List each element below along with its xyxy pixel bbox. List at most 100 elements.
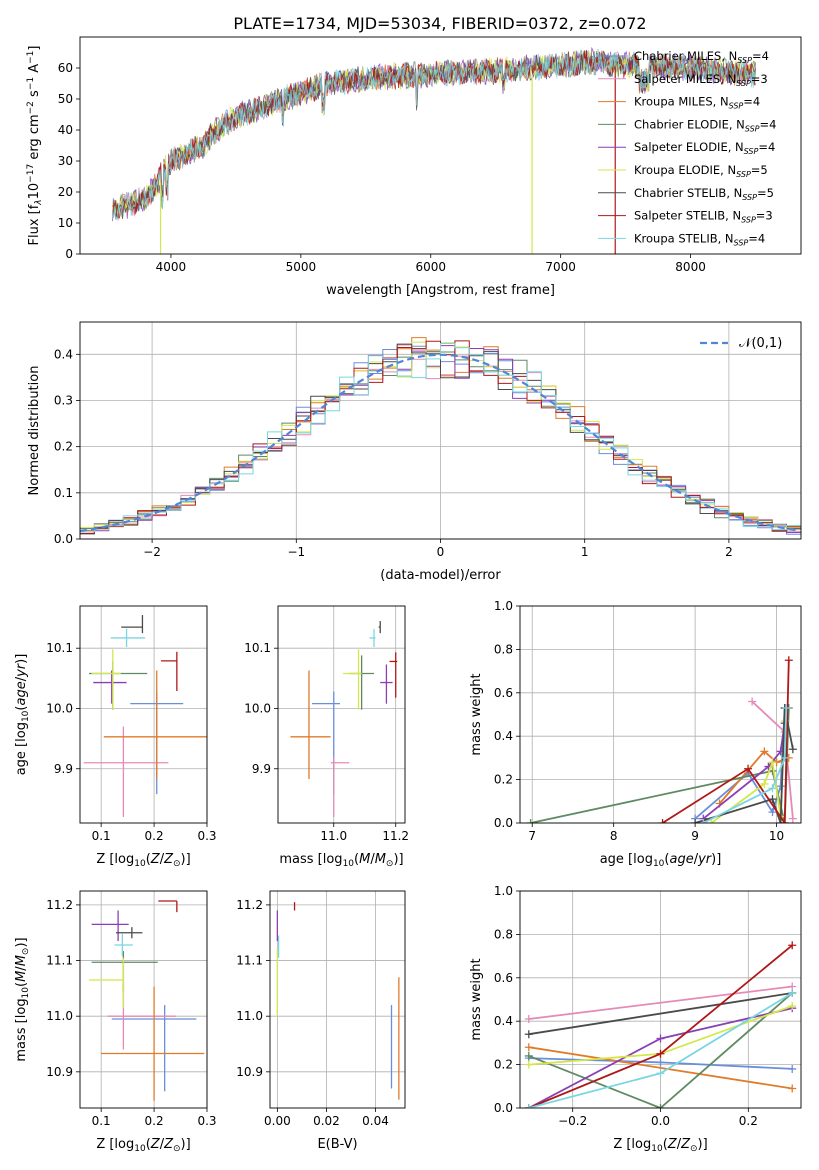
- y-tick-label: 20: [58, 185, 73, 199]
- axes-mass-vs-ebv: 0.00 0.02 0.04 10.9 11.0 11.1 11.2 E(B-V): [236, 890, 406, 1152]
- weight-point: [524, 1015, 533, 1024]
- spectrum-line: [112, 49, 756, 221]
- y-tick-label: 9.9: [252, 762, 271, 776]
- y-tick-label: 0.4: [54, 347, 73, 361]
- y-tick-label: 0.8: [494, 642, 513, 656]
- axes-frame: [79, 321, 802, 540]
- weight-point: [788, 1084, 797, 1093]
- x-tick-label: 0.3: [197, 1114, 216, 1128]
- axes-spectrum: 4000 5000 6000 7000 8000 0 10 20 30 40 50 60 wavelen…: [26, 36, 802, 298]
- y-tick-label: 0.6: [494, 686, 513, 700]
- x-tick-label: 0.2: [739, 1114, 758, 1128]
- weight-point: [744, 764, 753, 773]
- y-tick-label: 10.1: [46, 641, 73, 655]
- axes-frame: [269, 890, 406, 1109]
- x-axis-label: mass [log10(M/M⊙)]: [279, 852, 403, 869]
- weight-point: [656, 1049, 665, 1058]
- y-tick-label: 10.9: [236, 1065, 263, 1079]
- axes-frame: [79, 36, 802, 255]
- weight-point: [788, 745, 797, 754]
- y-tick-label: 0.4: [494, 1014, 513, 1028]
- x-tick-label: −2: [143, 545, 161, 559]
- weight-point: [524, 1104, 533, 1108]
- weight-point: [780, 753, 789, 762]
- x-tick-label: 1: [581, 545, 589, 559]
- y-tick-label: 10.0: [46, 701, 73, 715]
- x-axis-label: E(B-V): [317, 1137, 357, 1152]
- y-tick-label: 0.4: [494, 729, 513, 743]
- y-tick-label: 0.0: [494, 816, 513, 830]
- legend-entry: Salpeter MILES, NSSP=3: [634, 72, 768, 88]
- x-tick-label: 0.2: [145, 1114, 164, 1128]
- weight-point: [748, 697, 757, 706]
- x-axis-label: Z [log10(Z/Z⊙)]: [613, 1137, 707, 1154]
- weight-point: [776, 819, 785, 823]
- axes-weight-vs-age: 7 8 9 10 0.0 0.2 0.4 0.6 0.8 1.0 age [log10(age/yr…: [469, 599, 802, 869]
- y-tick-label: 0: [65, 247, 73, 261]
- x-tick-label: 0.04: [362, 1114, 389, 1128]
- weight-point: [768, 758, 777, 767]
- y-tick-label: 0.3: [54, 393, 73, 407]
- weight-point: [776, 782, 785, 791]
- plot-area-age-vs-mass: [290, 621, 398, 817]
- x-tick-label: 0.3: [197, 829, 216, 843]
- y-tick-label: 1.0: [494, 884, 513, 898]
- legend-entry: Chabrier ELODIE, NSSP=4: [634, 117, 776, 133]
- y-tick-label: 10.0: [244, 701, 271, 715]
- weight-point: [760, 747, 769, 756]
- weight-point: [707, 819, 716, 823]
- y-axis-label: Flux [fλ10−17 erg cm−2 s−1 A−1]: [26, 46, 44, 246]
- weight-point: [656, 1069, 665, 1078]
- plot-area-age-vs-Z: [83, 615, 207, 817]
- x-tick-label: 8: [610, 829, 618, 843]
- axes-weight-vs-Z: −0.2 0.0 0.2 0.0 0.2 0.4 0.6 0.8 1.0 Z [log10(Z/Z…: [469, 884, 802, 1154]
- weight-point: [768, 808, 777, 817]
- x-tick-label: 0.2: [145, 829, 164, 843]
- y-tick-label: 0.0: [494, 1101, 513, 1115]
- y-tick-label: 10.9: [46, 1065, 73, 1079]
- weight-point: [788, 988, 797, 997]
- axes-frame: [79, 890, 208, 1109]
- x-tick-label: 0.1: [92, 1114, 111, 1128]
- weight-point: [788, 1002, 797, 1011]
- y-tick-label: 11.0: [46, 1009, 73, 1023]
- x-tick-label: 0: [437, 545, 445, 559]
- weight-point: [768, 784, 777, 793]
- x-tick-label: 6000: [415, 260, 446, 274]
- y-tick-label: 0.2: [54, 440, 73, 454]
- x-axis-label: Z [log10(Z/Z⊙)]: [96, 852, 190, 869]
- weight-line: [702, 707, 788, 823]
- weight-line: [662, 660, 790, 823]
- weight-point: [780, 819, 789, 823]
- weight-point: [760, 779, 769, 788]
- x-tick-label: 4000: [156, 260, 187, 274]
- weight-line: [528, 992, 793, 1036]
- weight-point: [526, 819, 535, 823]
- x-tick-label: 8000: [675, 260, 706, 274]
- x-tick-label: 0.02: [313, 1114, 340, 1128]
- x-tick-label: 7000: [545, 260, 576, 274]
- weight-point: [788, 1064, 797, 1073]
- x-tick-label: 11.2: [382, 829, 409, 843]
- x-tick-label: 7: [528, 829, 536, 843]
- y-axis-label: age [log10(age/yr)]: [14, 654, 31, 776]
- axes-frame: [277, 605, 406, 824]
- y-tick-label: 10.1: [244, 641, 271, 655]
- legend-entry: Chabrier MILES, NSSP=4: [634, 49, 769, 65]
- weight-point: [691, 819, 700, 823]
- x-axis-label: (data-model)/error: [380, 568, 501, 583]
- weight-line: [528, 985, 793, 1020]
- axes-frame: [79, 605, 208, 824]
- axes-frame: [519, 605, 802, 824]
- x-tick-label: 10: [769, 829, 784, 843]
- weight-point: [656, 1058, 665, 1067]
- y-axis-label: Normed distribution: [27, 366, 42, 496]
- weight-line: [528, 1046, 793, 1090]
- y-tick-label: 0.2: [494, 1058, 513, 1072]
- weight-point: [782, 703, 791, 712]
- weight-line: [528, 992, 793, 1108]
- y-tick-label: 10: [58, 216, 73, 230]
- weight-point: [656, 1104, 665, 1108]
- y-tick-label: 11.0: [236, 1009, 263, 1023]
